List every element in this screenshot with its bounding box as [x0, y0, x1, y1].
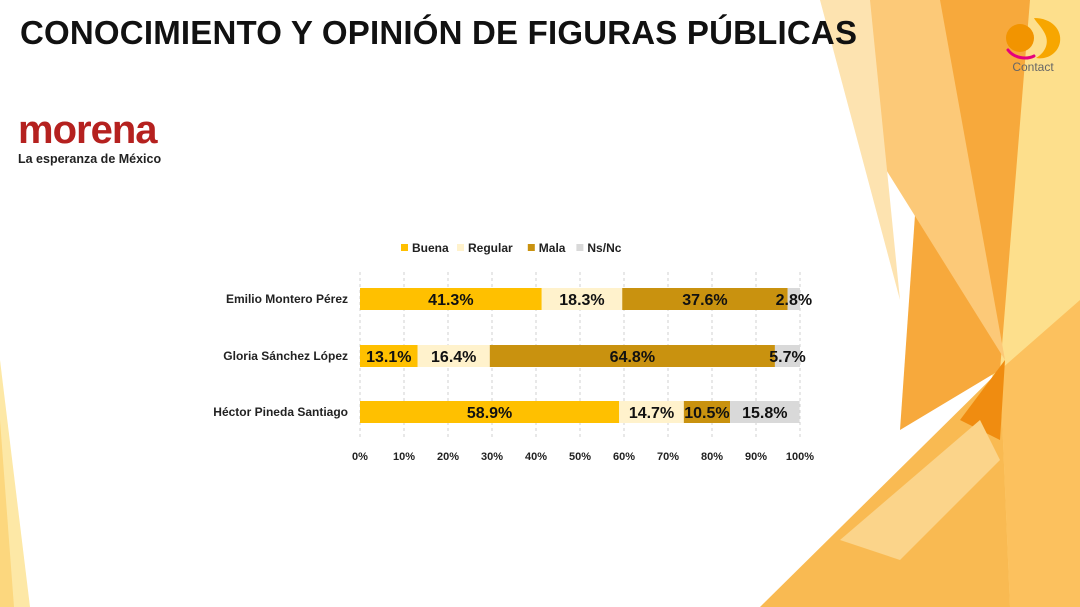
chart-panel: 0% 10% 20% 30% 40% 50% 60% 70% 80% 90% 100% Buena Re… [196, 232, 828, 470]
legend-label: Buena [412, 241, 449, 255]
bar-segment [622, 288, 788, 310]
bar-segment [541, 288, 623, 310]
data-label: 58.9% [467, 405, 512, 422]
x-tick-label: 50% [569, 451, 591, 463]
morena-logo-wordmark: morena [18, 108, 158, 152]
data-label: 18.3% [559, 292, 604, 309]
x-tick-label: 90% [745, 451, 767, 463]
data-label: 64.8% [610, 349, 655, 366]
contact-logo: Contact [998, 12, 1068, 76]
legend-swatch [527, 244, 535, 251]
data-label: 5.7% [769, 349, 805, 366]
bar-segment [360, 345, 418, 367]
legend-swatch [457, 244, 464, 251]
x-tick-label: 60% [613, 451, 635, 463]
data-label: 10.5% [684, 405, 729, 422]
data-label: 16.4% [431, 349, 476, 366]
contact-logo-text: Contact [1012, 60, 1054, 74]
bg-shape [760, 370, 1010, 607]
category-label: Emilio Montero Pérez [226, 292, 348, 306]
data-label: 37.6% [682, 292, 727, 309]
contact-logo-icon [1006, 18, 1061, 60]
data-label: 14.7% [629, 405, 674, 422]
bar-segment [489, 345, 775, 367]
stacked-bar-chart: 0% 10% 20% 30% 40% 50% 60% 70% 80% 90% 100% Buena Re… [213, 241, 814, 463]
legend-swatch [576, 244, 584, 251]
bar-segment [360, 288, 542, 310]
bar-segment [619, 401, 684, 423]
legend-swatch [401, 244, 408, 251]
x-tick-label: 20% [437, 451, 459, 463]
x-tick-label: 100% [786, 451, 814, 463]
x-tick-label: 30% [481, 451, 503, 463]
x-tick-label: 10% [393, 451, 415, 463]
legend-label: Ns/Nc [587, 241, 621, 255]
bg-shape [1000, 300, 1080, 607]
bg-shape [860, 0, 1005, 360]
bar-segment [787, 288, 800, 310]
bar-segment [417, 345, 490, 367]
bar-segment [774, 345, 800, 367]
legend-label: Regular [468, 241, 513, 255]
x-tick-label: 0% [352, 451, 368, 463]
slide-title: CONOCIMIENTO Y OPINIÓN DE FIGURAS PÚBLIC… [20, 14, 858, 51]
bar-segment [730, 401, 800, 423]
bar-segment [360, 401, 620, 423]
legend-label: Mala [539, 241, 566, 255]
bg-shape [960, 360, 1005, 440]
data-label: 41.3% [428, 292, 473, 309]
data-label: 13.1% [366, 349, 411, 366]
x-tick-label: 80% [701, 451, 723, 463]
category-label: Gloria Sánchez López [223, 349, 348, 363]
x-tick-label: 40% [525, 451, 547, 463]
bg-shape [0, 420, 14, 607]
data-label: 2.8% [776, 292, 812, 309]
data-label: 15.8% [742, 405, 787, 422]
category-label: Héctor Pineda Santiago [213, 405, 348, 419]
bg-shape [840, 420, 1000, 560]
bar-segment [683, 401, 731, 423]
x-tick-label: 70% [657, 451, 679, 463]
morena-logo: morena La esperanza de México [18, 110, 161, 166]
bg-shape [820, 0, 900, 300]
morena-logo-tagline: La esperanza de México [18, 152, 162, 166]
